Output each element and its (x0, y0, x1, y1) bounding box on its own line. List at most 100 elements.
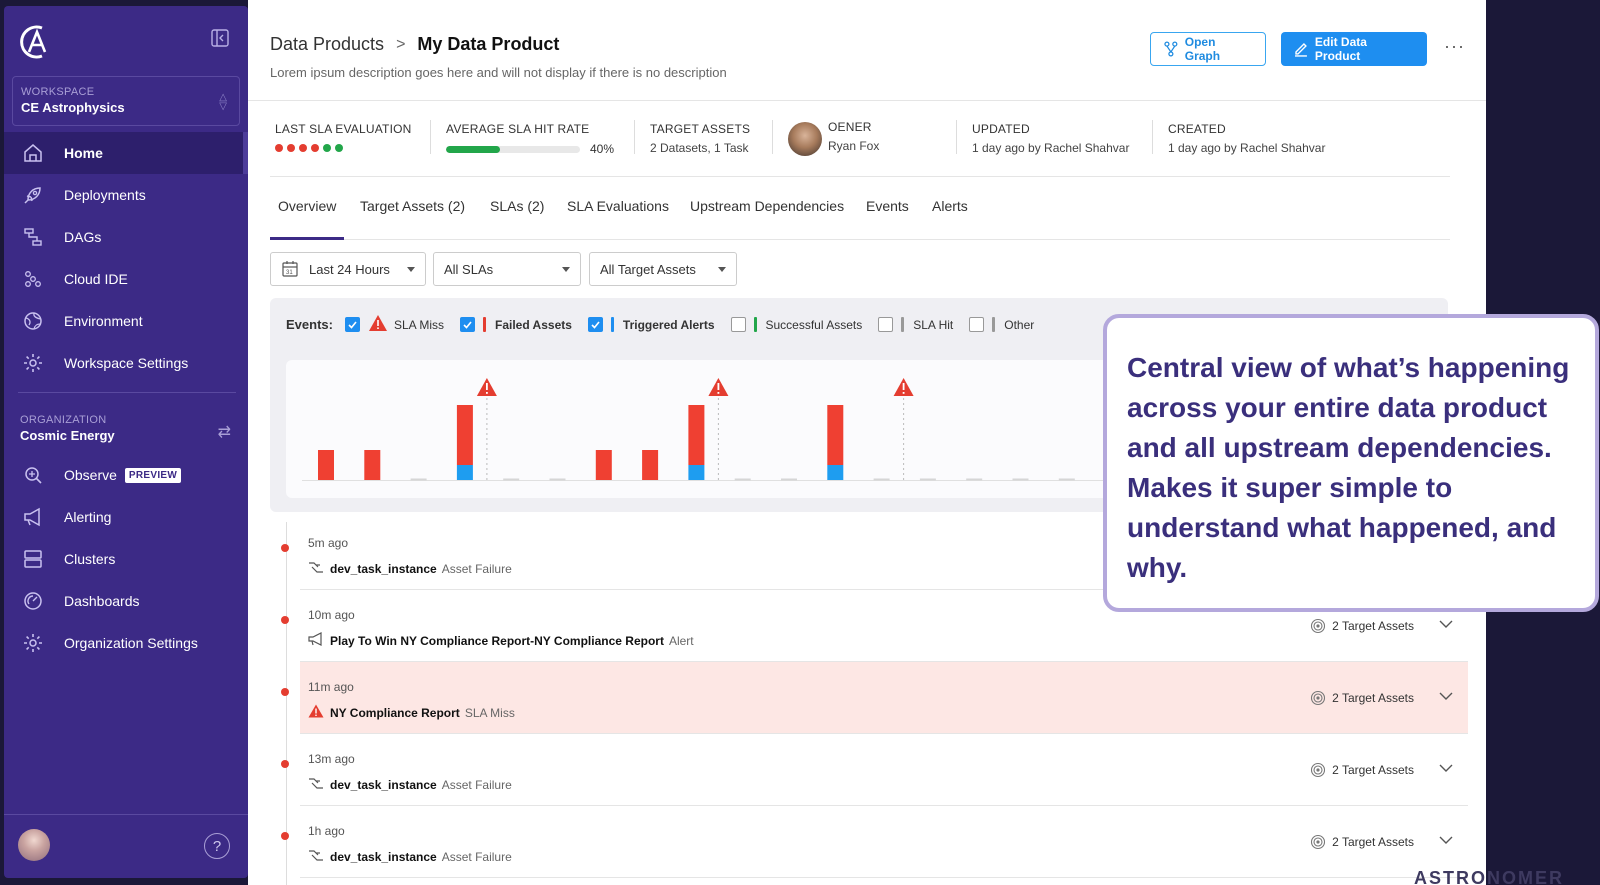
sidebar-item-deployments[interactable]: Deployments (4, 174, 248, 216)
sidebar-item-organization-settings[interactable]: Organization Settings (4, 622, 248, 664)
stat-label: TARGET ASSETS (650, 122, 751, 136)
swap-icon[interactable]: ⇄ (217, 424, 231, 441)
legend-triggered-alerts[interactable]: Triggered Alerts (587, 317, 715, 332)
sidebar-item-observe[interactable]: Observe PREVIEW (4, 454, 248, 496)
observe-icon (22, 464, 44, 486)
header-divider (248, 100, 1486, 101)
legend-label: Other (1004, 317, 1035, 332)
sidebar-item-label: DAGs (64, 229, 102, 245)
event-row[interactable]: 11m ago NY Compliance Report SLA Miss 2 Tar… (281, 662, 1468, 734)
event-row[interactable]: 5m ago dev_task_instance Asset Failure (281, 518, 1468, 590)
event-type: SLA Miss (464, 705, 515, 720)
tab-alerts[interactable]: Alerts (932, 198, 968, 214)
more-options-icon[interactable]: ··· (1444, 36, 1465, 56)
open-graph-button[interactable]: Open Graph (1150, 32, 1266, 66)
clusters-icon (22, 548, 44, 570)
task-icon (308, 776, 324, 793)
chevron-down-icon[interactable] (1438, 760, 1454, 781)
breadcrumb-data-products[interactable]: Data Products (270, 34, 385, 54)
svg-text:31: 31 (286, 270, 293, 276)
legend-label: Triggered Alerts (622, 317, 715, 332)
chevron-down-icon[interactable] (1438, 616, 1454, 637)
event-name[interactable]: NY Compliance Report (330, 705, 460, 720)
event-row[interactable]: 13m ago dev_task_instance Asset Failure 2 T… (281, 734, 1468, 806)
legend-sla-hit[interactable]: SLA Hit (878, 317, 953, 332)
user-avatar[interactable] (18, 829, 50, 861)
stat-label: OENER (828, 120, 872, 134)
checkbox[interactable] (730, 317, 746, 332)
stat-label: UPDATED (972, 122, 1030, 136)
sidebar-item-clusters[interactable]: Clusters (4, 538, 248, 580)
help-icon[interactable]: ? (204, 833, 230, 859)
stat-value: 2 Datasets, 1 Task (650, 141, 749, 155)
megaphone-icon (22, 506, 44, 528)
stat-divider (634, 120, 635, 154)
sla-evaluation-dot (335, 144, 343, 152)
failed-assets-bar (364, 450, 381, 480)
legend-successful-assets[interactable]: Successful Assets (730, 317, 862, 332)
checkbox[interactable] (459, 317, 475, 332)
warning-mark (486, 383, 488, 390)
sidebar-item-dags[interactable]: DAGs (4, 216, 248, 258)
edit-data-product-button[interactable]: Edit Data Product (1281, 32, 1427, 66)
sidebar-item-workspace-settings[interactable]: Workspace Settings (4, 342, 248, 384)
stats-bar: LAST SLA EVALUATION AVERAGE SLA HIT RATE… (270, 114, 1450, 176)
tab-slas-2[interactable]: SLAs (2) (490, 198, 545, 214)
tab-overview[interactable]: Overview (270, 198, 345, 240)
target-icon (1311, 762, 1326, 778)
organization-switcher[interactable]: ORGANIZATION Cosmic Energy ⇄ (20, 414, 235, 443)
sidebar-item-label: Alerting (64, 509, 112, 525)
target-assets-select[interactable]: All Target Assets (589, 252, 737, 286)
target-icon (1311, 618, 1326, 634)
callout-text: Central view of what’s happening across … (1127, 352, 1570, 583)
event-time: 10m ago (308, 608, 355, 622)
checkbox[interactable] (587, 317, 603, 332)
legend-other[interactable]: Other (969, 317, 1034, 332)
collapse-sidebar-icon[interactable] (210, 28, 230, 48)
home-icon (22, 142, 44, 164)
warning-dot (902, 392, 905, 394)
event-row[interactable]: 1h ago dev_task_instance Asset Failure 2 Ta… (281, 806, 1468, 878)
preview-badge: PREVIEW (124, 467, 182, 483)
time-range-select[interactable]: 31 Last 24 Hours (270, 252, 426, 286)
astronomer-logo-icon[interactable] (16, 22, 52, 62)
sidebar-item-alerting[interactable]: Alerting (4, 496, 248, 538)
stat-created: CREATED 1 day ago by Rachel Shahvar (1168, 122, 1325, 155)
sidebar-item-cloud-ide[interactable]: Cloud IDE (4, 258, 248, 300)
warning-dot (486, 392, 488, 394)
event-row[interactable]: 10m ago Play To Win NY Compliance Report-… (281, 590, 1468, 662)
event-name[interactable]: dev_task_instance (330, 777, 437, 792)
event-time: 1h ago (308, 824, 345, 838)
sla-select[interactable]: All SLAs (433, 252, 581, 286)
events-legend: Events: SLA Miss Failed Assets Triggered A… (286, 314, 1050, 335)
checkbox[interactable] (344, 317, 360, 332)
sla-select-value: All SLAs (444, 261, 494, 277)
event-name[interactable]: Play To Win NY Compliance Report-NY Comp… (330, 633, 664, 648)
sidebar-item-dashboards[interactable]: Dashboards (4, 580, 248, 622)
tab-sla-evaluations[interactable]: SLA Evaluations (567, 198, 669, 214)
sidebar-item-label: Observe (64, 467, 117, 483)
sla-hit-rate-bar: 40% (446, 142, 614, 156)
timeline-dot (281, 688, 289, 696)
checkbox[interactable] (878, 317, 894, 332)
tab-upstream-dependencies[interactable]: Upstream Dependencies (690, 198, 845, 214)
owner-text: OENER Ryan Fox (828, 120, 879, 153)
sidebar-item-label: Organization Settings (64, 635, 198, 651)
sidebar-item-home[interactable]: Home (4, 132, 248, 174)
chevron-down-icon[interactable] (1438, 832, 1454, 853)
checkbox[interactable] (969, 317, 985, 332)
sidebar-item-environment[interactable]: Environment (4, 300, 248, 342)
legend-sla-miss[interactable]: SLA Miss (344, 314, 444, 335)
event-name[interactable]: dev_task_instance (330, 849, 437, 864)
legend-failed-assets[interactable]: Failed Assets (459, 317, 572, 332)
stat-target-assets: TARGET ASSETS 2 Datasets, 1 Task (650, 122, 750, 155)
chevron-down-icon[interactable] (1438, 688, 1454, 709)
time-range-value: Last 24 Hours (309, 261, 390, 277)
workspace-switcher[interactable]: WORKSPACE CE Astrophysics △ ▽ (12, 76, 240, 126)
sidebar-item-label: Deployments (64, 187, 146, 203)
warning-icon (368, 314, 388, 335)
tab-target-assets-2[interactable]: Target Assets (2) (360, 198, 466, 214)
tab-events[interactable]: Events (866, 198, 909, 214)
event-summary: dev_task_instance Asset Failure (308, 560, 512, 577)
event-name[interactable]: dev_task_instance (330, 561, 437, 576)
